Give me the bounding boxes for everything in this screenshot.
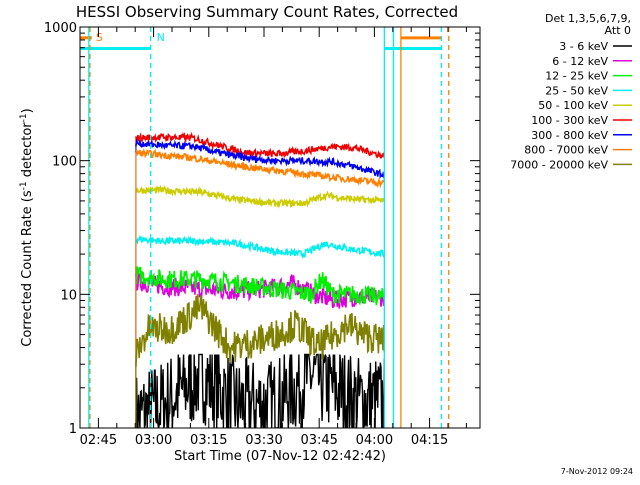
- y-axis-label-part-2: detector: [20, 122, 35, 182]
- series-line-2: [135, 272, 386, 309]
- legend-entry-label-3: 12 - 25 keV: [545, 70, 608, 83]
- series-line-3: [135, 266, 385, 306]
- x-axis-label: Start Time (07-Nov-12 02:42:42): [174, 449, 386, 464]
- chart-title: HESSI Observing Summary Count Rates, Cor…: [76, 3, 458, 21]
- x-tick-label: 03:30: [245, 433, 282, 448]
- series-line-7: [135, 138, 386, 180]
- legend-entry-label-7: 300 - 800 keV: [531, 129, 608, 142]
- series-line-6: [135, 131, 386, 159]
- legend-entry-label-8: 800 - 7000 keV: [524, 144, 608, 157]
- x-tick-label: 03:15: [190, 433, 227, 448]
- x-tick-label: 03:45: [300, 433, 337, 448]
- series-line-1: [135, 353, 385, 428]
- y-axis-label-sup-1: -1: [19, 181, 29, 190]
- marker-label-n: N: [157, 31, 165, 44]
- legend-entry-label-5: 50 - 100 keV: [538, 99, 608, 112]
- y-tick-label: 100: [52, 155, 77, 170]
- x-tick-label: 02:45: [80, 433, 117, 448]
- y-axis-label-sup-2: -1: [19, 113, 29, 122]
- x-tick-label: 04:15: [411, 433, 448, 448]
- legend-entry-label-2: 6 - 12 keV: [552, 55, 608, 68]
- series-line-5: [135, 184, 386, 209]
- y-axis-label-part-1: Corrected Count Rate (s: [20, 190, 35, 347]
- legend-header-1: Det 1,3,5,6,7,9,: [545, 12, 631, 25]
- x-tick-label: 04:00: [356, 433, 393, 448]
- y-tick-label: 10: [60, 288, 77, 303]
- marker-label-s: S: [96, 31, 103, 44]
- y-axis-label: Corrected Count Rate (s-1 detector-1): [19, 108, 35, 346]
- series-line-8: [135, 148, 385, 189]
- timestamp: 7-Nov-2012 09:24: [561, 467, 633, 476]
- plot-area: [80, 27, 450, 428]
- legend-entry-label-1: 3 - 6 keV: [559, 40, 608, 53]
- x-tick-label: 03:00: [135, 433, 172, 448]
- y-tick-label: 1: [69, 422, 77, 437]
- plot-frame: [79, 26, 481, 429]
- series-line-9: [135, 294, 386, 368]
- legend-entry-label-4: 25 - 50 keV: [545, 84, 608, 97]
- y-tick-label: 1000: [44, 21, 77, 36]
- legend-entry-label-9: 7000 - 20000 keV: [510, 158, 608, 171]
- legend-entry-label-6: 100 - 300 keV: [531, 114, 608, 127]
- series-line-4: [135, 234, 386, 260]
- legend-header-2: Att 0: [605, 24, 631, 37]
- y-axis-label-part-3: ): [20, 108, 35, 113]
